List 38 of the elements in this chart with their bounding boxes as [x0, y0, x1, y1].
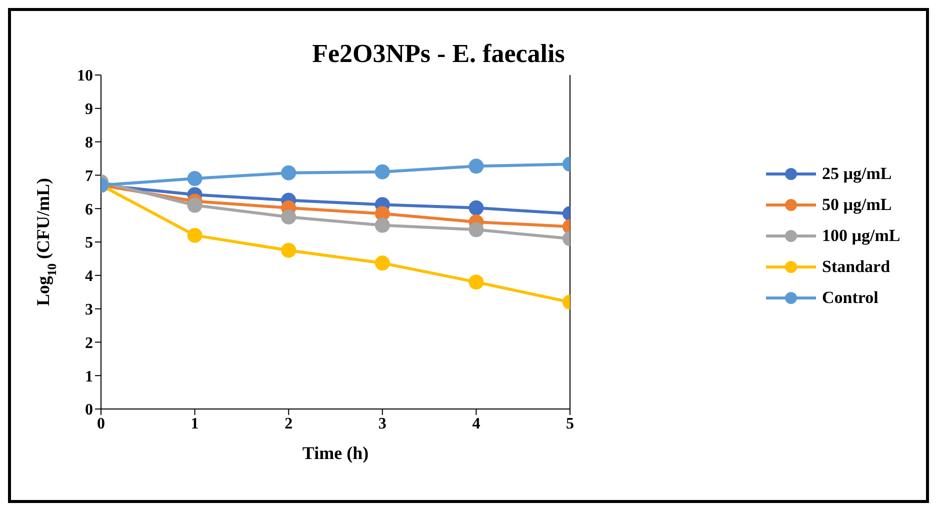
x-axis-title: Time (h): [302, 443, 369, 463]
point: [468, 158, 484, 174]
y-tick-label: 2: [85, 334, 93, 352]
point: [374, 218, 390, 233]
y-tick-label: 5: [85, 234, 93, 252]
legend-label: 100 µg/mL: [822, 226, 900, 246]
legend-label: 25 µg/mL: [822, 164, 892, 184]
x-tick-label: 4: [472, 415, 480, 432]
point: [374, 256, 390, 271]
point: [281, 242, 296, 258]
point: [187, 198, 202, 213]
point: [187, 171, 202, 186]
y-tick-label: 8: [85, 134, 93, 152]
x-tick-label: 0: [97, 415, 105, 432]
y-tick-label: 1: [85, 368, 93, 386]
legend-label: Control: [822, 288, 878, 308]
y-tick-label: 7: [85, 168, 93, 185]
x-tick-label: 2: [284, 415, 293, 432]
y-tick-label: 10: [77, 68, 93, 85]
point: [468, 222, 484, 238]
y-tick-label: 0: [85, 402, 93, 419]
point: [281, 165, 296, 180]
y-tick-label: 9: [85, 101, 93, 118]
legend-label: Standard: [822, 257, 890, 277]
chart-title: Fe2O3NPs - E. faecalis: [311, 39, 566, 69]
point: [187, 228, 202, 243]
point: [374, 206, 390, 222]
x-tick-label: 5: [566, 415, 574, 432]
point: [468, 274, 484, 290]
x-tick-label: 1: [190, 415, 199, 432]
y-tick-label: 3: [85, 301, 93, 318]
point: [468, 200, 484, 216]
point: [281, 209, 296, 224]
legend-label: 50 µg/mL: [822, 195, 892, 215]
y-tick-label: 4: [85, 268, 93, 286]
x-tick-label: 3: [378, 415, 386, 432]
y-tick-label: 6: [85, 201, 93, 218]
point: [374, 164, 390, 180]
